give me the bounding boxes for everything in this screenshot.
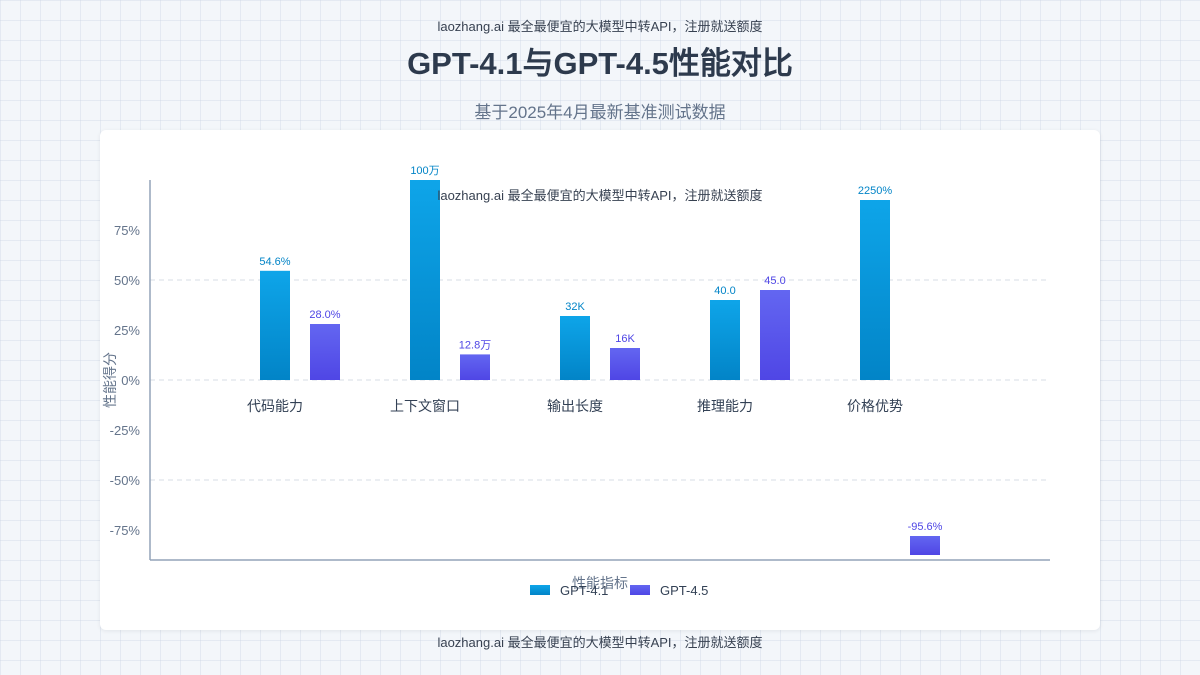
y-tick-label: 0% <box>121 373 140 388</box>
bar-gpt-4-1-3 <box>710 300 740 380</box>
legend-swatch <box>630 585 650 595</box>
x-axis-title: 性能指标 <box>572 575 628 591</box>
data-label: 12.8万 <box>459 339 491 351</box>
axis-layer: 75% 50% 25% 0% -25% -50% -75% 代码能力 上下文窗口 输出长度 推理能力… <box>110 180 1050 561</box>
y-tick-label: -50% <box>110 473 141 488</box>
x-tick-label: 输出长度 <box>547 398 603 414</box>
x-tick-label: 推理能力 <box>697 398 753 414</box>
page-subtitle: 基于2025年4月最新基准测试数据 <box>474 103 726 122</box>
label-layer: 54.6% 28.0% 100万 12.8万 32K 16K 40.0 45.0 2250% -9… <box>259 165 942 533</box>
bar-gpt-4-1-0 <box>260 270 290 380</box>
chart-card: 75% 50% 25% 0% -25% -50% -75% 代码能力 上下文窗口 输出长度 推理能力… <box>100 130 1100 630</box>
bar-layer <box>260 180 940 555</box>
y-tick-label: 25% <box>114 323 140 338</box>
data-label: 28.0% <box>309 309 340 321</box>
bar-gpt-4-5-3 <box>760 290 790 380</box>
legend-label: GPT-4.5 <box>660 583 708 598</box>
data-label: 2250% <box>858 185 892 197</box>
y-tick-label: 75% <box>114 223 140 238</box>
bar-gpt-4-5-1 <box>460 354 490 380</box>
x-tick-label: 价格优势 <box>847 398 903 414</box>
page-title: GPT-4.1与GPT-4.5性能对比 <box>407 46 793 81</box>
grid-layer <box>150 279 1050 481</box>
y-tick-label: 50% <box>114 273 140 288</box>
watermark-top: laozhang.ai 最全最便宜的大模型中转API，注册就送额度 <box>437 19 763 34</box>
x-tick-label: 上下文窗口 <box>390 398 460 414</box>
legend: GPT-4.1 GPT-4.5 <box>530 583 708 598</box>
data-label: 54.6% <box>259 256 290 268</box>
bar-gpt-4-5-2 <box>610 348 640 380</box>
bar-chart: 75% 50% 25% 0% -25% -50% -75% 代码能力 上下文窗口 输出长度 推理能力… <box>102 165 1050 598</box>
legend-swatch <box>530 585 550 595</box>
data-label: 100万 <box>410 165 439 177</box>
bar-gpt-4-5-4 <box>910 536 940 555</box>
chart-watermark: laozhang.ai 最全最便宜的大模型中转API，注册就送额度 <box>437 188 762 203</box>
watermark-bottom: laozhang.ai 最全最便宜的大模型中转API，注册就送额度 <box>437 635 763 650</box>
bar-gpt-4-1-1 <box>410 180 440 380</box>
data-label: 16K <box>615 333 635 345</box>
x-tick-label: 代码能力 <box>247 398 303 414</box>
bar-gpt-4-5-0 <box>310 324 340 380</box>
bar-gpt-4-1-4 <box>860 200 890 380</box>
y-axis-title: 性能得分 <box>102 352 118 408</box>
bar-gpt-4-1-2 <box>560 316 590 380</box>
y-tick-label: -75% <box>110 523 141 538</box>
data-label: 40.0 <box>714 285 735 297</box>
y-tick-label: -25% <box>110 423 141 438</box>
data-label: 45.0 <box>764 275 785 287</box>
legend-label: GPT-4.1 <box>560 583 608 598</box>
data-label: 32K <box>565 301 585 313</box>
data-label: -95.6% <box>908 521 943 533</box>
